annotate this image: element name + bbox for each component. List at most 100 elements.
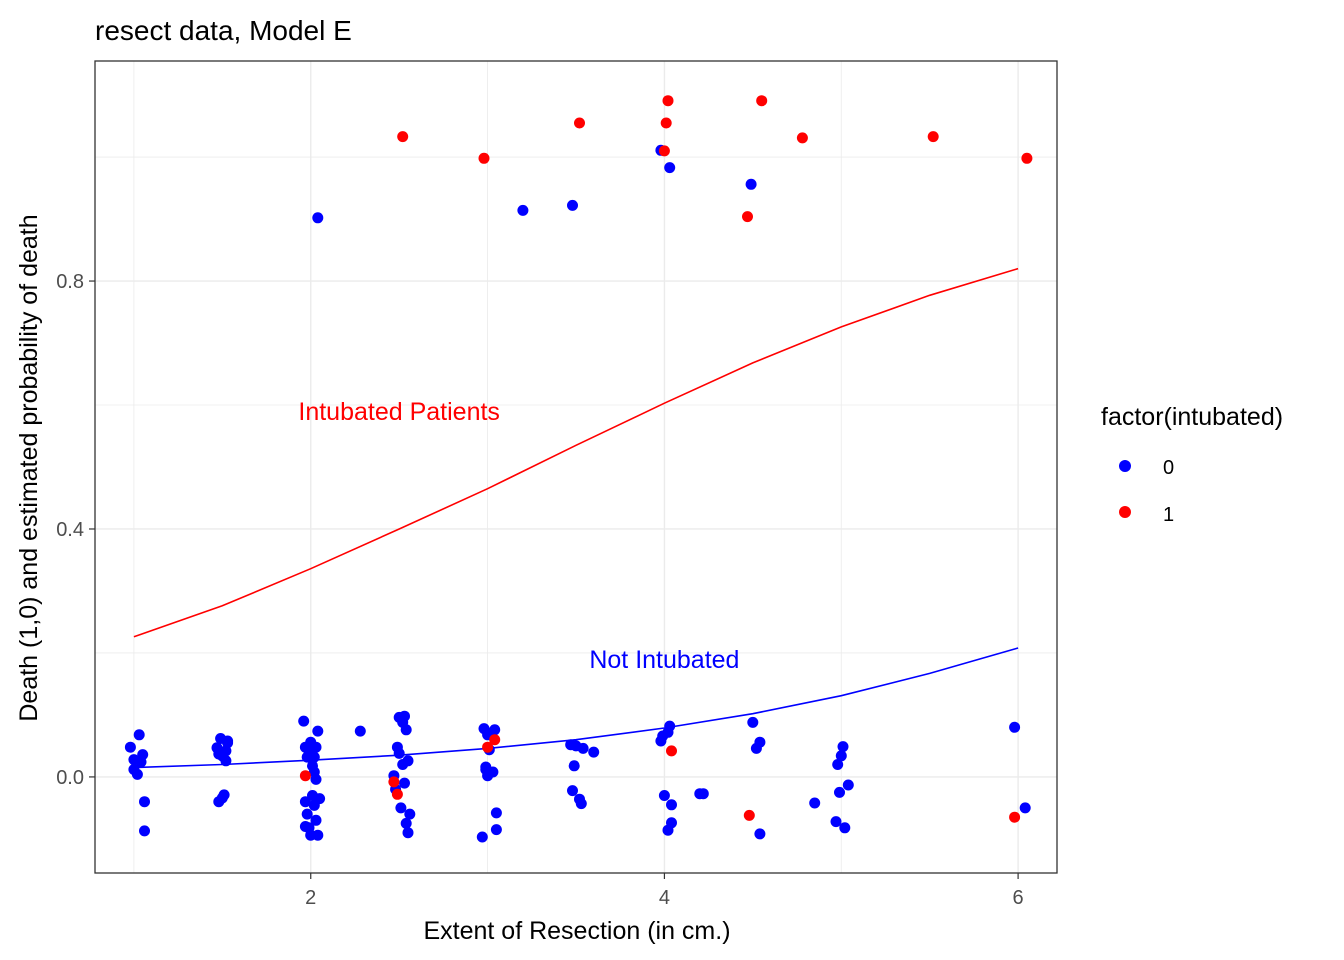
point-intubated-0 [747, 716, 759, 728]
legend: factor(intubated) 0 1 [1101, 403, 1283, 526]
point-intubated-0 [139, 825, 150, 837]
point-intubated-0 [354, 725, 366, 737]
point-intubated-0 [135, 756, 147, 768]
point-intubated-0 [312, 212, 324, 224]
point-intubated-0 [312, 829, 324, 841]
point-intubated-0 [310, 814, 322, 826]
point-intubated-0 [299, 821, 311, 832]
point-intubated-0 [809, 797, 821, 809]
point-intubated-0 [577, 742, 589, 754]
point-intubated-0 [310, 773, 322, 785]
x-tick-label: 4 [659, 887, 670, 909]
point-intubated-0 [393, 711, 405, 723]
point-intubated-0 [314, 793, 326, 805]
point-intubated-0 [568, 760, 580, 772]
point-intubated-0 [567, 785, 578, 797]
legend-label-1: 1 [1163, 504, 1174, 526]
point-intubated-0 [128, 764, 140, 775]
point-intubated-1 [1021, 152, 1033, 164]
point-intubated-1 [756, 95, 768, 107]
fitted-curve-0 [133, 647, 1019, 769]
point-intubated-0 [490, 824, 502, 836]
point-intubated-0 [835, 750, 847, 762]
point-intubated-0 [834, 786, 845, 798]
point-intubated-0 [402, 827, 414, 839]
point-intubated-0 [664, 162, 676, 174]
point-intubated-0 [298, 715, 310, 727]
point-intubated-0 [476, 831, 488, 843]
point-intubated-1 [489, 734, 501, 746]
point-intubated-1 [660, 117, 672, 129]
point-intubated-1 [397, 131, 409, 143]
point-intubated-0 [220, 755, 232, 767]
point-intubated-0 [664, 720, 676, 732]
point-intubated-0 [830, 816, 842, 828]
annotation-0: Intubated Patients [298, 398, 500, 426]
grid [95, 61, 1057, 873]
point-intubated-0 [658, 790, 670, 801]
legend-label-0: 0 [1163, 457, 1174, 479]
point-intubated-1 [743, 809, 755, 821]
x-tick-label: 2 [305, 887, 316, 909]
point-intubated-0 [404, 808, 416, 820]
point-intubated-0 [139, 796, 150, 808]
point-intubated-1 [574, 117, 585, 129]
point-intubated-0 [395, 802, 407, 814]
point-intubated-0 [754, 736, 766, 748]
point-intubated-1 [927, 131, 939, 143]
x-tick-label: 6 [1013, 887, 1024, 909]
point-intubated-0 [312, 725, 324, 737]
data-points [124, 95, 1033, 843]
point-intubated-0 [837, 741, 849, 753]
point-intubated-0 [133, 729, 145, 741]
point-intubated-0 [308, 751, 320, 763]
point-intubated-0 [400, 724, 412, 736]
point-intubated-1 [1009, 811, 1021, 823]
point-intubated-1 [658, 145, 670, 157]
point-intubated-0 [666, 799, 677, 811]
y-tick-label: 0.4 [56, 519, 84, 541]
point-intubated-0 [299, 796, 311, 808]
point-intubated-1 [742, 211, 753, 223]
point-intubated-0 [1019, 802, 1031, 814]
annotation-1: Not Intubated [589, 646, 739, 674]
point-intubated-0 [842, 779, 854, 791]
point-intubated-0 [745, 178, 757, 190]
annotations: Intubated Patients Not Intubated [298, 398, 739, 674]
point-intubated-0 [697, 788, 709, 800]
point-intubated-0 [310, 741, 322, 753]
fitted-curve-1 [133, 267, 1019, 638]
point-intubated-1 [796, 132, 808, 144]
point-intubated-0 [222, 735, 234, 747]
point-intubated-0 [218, 789, 230, 801]
point-intubated-0 [490, 807, 502, 819]
y-tick-label: 0.8 [56, 271, 84, 293]
point-intubated-0 [1009, 721, 1021, 733]
fitted-curves [133, 267, 1019, 769]
point-intubated-0 [839, 822, 851, 834]
point-intubated-0 [666, 817, 677, 829]
point-intubated-0 [567, 199, 578, 211]
point-intubated-0 [393, 747, 405, 759]
x-axis-title: Extent of Resection (in cm.) [423, 917, 730, 945]
y-axis-title: Death (1,0) and estimated probability of… [15, 214, 43, 721]
legend-key-0 [1119, 460, 1131, 472]
point-intubated-0 [575, 798, 587, 810]
legend-key-1 [1119, 506, 1131, 518]
point-intubated-1 [299, 770, 311, 782]
point-intubated-1 [666, 745, 677, 757]
point-intubated-1 [391, 788, 403, 800]
point-intubated-1 [662, 95, 674, 107]
point-intubated-1 [482, 741, 494, 753]
chart-title: resect data, Model E [95, 15, 352, 46]
point-intubated-0 [489, 724, 501, 736]
legend-title: factor(intubated) [1101, 403, 1283, 431]
point-intubated-0 [301, 808, 313, 820]
panel-border [94, 60, 1058, 874]
axis-ticks: 2 4 6 0.0 0.4 0.8 [56, 271, 1023, 909]
point-intubated-0 [588, 746, 600, 758]
point-intubated-0 [399, 777, 410, 789]
point-intubated-0 [400, 817, 412, 829]
point-intubated-0 [832, 759, 844, 770]
